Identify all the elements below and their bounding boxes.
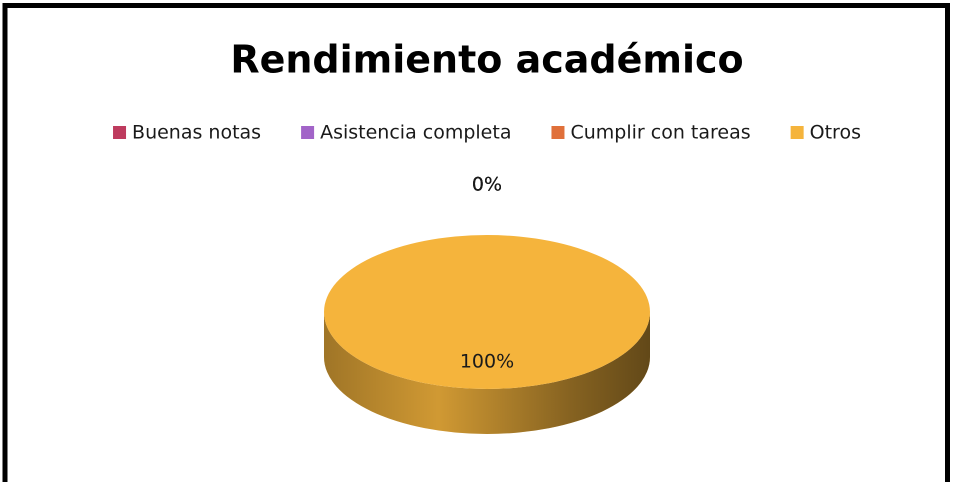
legend-label: Cumplir con tareas bbox=[570, 122, 750, 144]
data-label: 0% bbox=[472, 173, 502, 195]
legend-swatch bbox=[301, 126, 315, 139]
legend-label: Buenas notas bbox=[132, 122, 261, 144]
chart-frame bbox=[2, 3, 950, 482]
data-label: 100% bbox=[460, 351, 514, 373]
legend-label: Otros bbox=[810, 122, 861, 144]
legend-swatch bbox=[790, 126, 804, 139]
pie-side-shade bbox=[324, 312, 650, 434]
pie-slice bbox=[324, 235, 650, 389]
chart-title: Rendimiento académico bbox=[230, 38, 743, 82]
data-label: 0% bbox=[472, 173, 502, 195]
legend-swatch bbox=[551, 126, 565, 139]
legend-swatch bbox=[113, 126, 127, 139]
legend-label: Asistencia completa bbox=[320, 122, 511, 144]
data-label: 0% bbox=[472, 173, 502, 195]
